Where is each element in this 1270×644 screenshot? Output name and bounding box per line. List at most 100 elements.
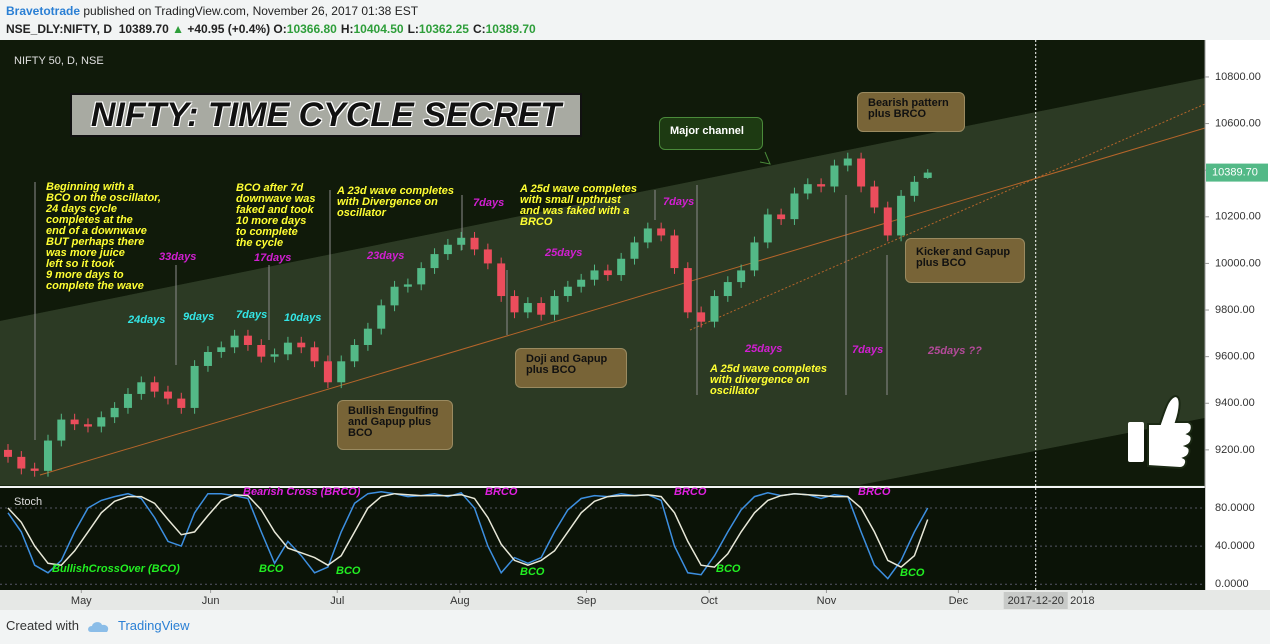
y-tick-label: 10600.00 <box>1215 117 1261 129</box>
ohlc: O:10366.80 H:10404.50 L:10362.25 C:10389.70 <box>273 22 539 36</box>
annotation: 7days <box>663 196 695 208</box>
annotation: 33days <box>159 251 197 263</box>
annotation: 7days <box>473 197 505 209</box>
candle-body <box>323 361 332 383</box>
candle-body <box>497 263 506 297</box>
published: published on TradingView.com, November 2… <box>83 4 419 18</box>
candle-body <box>577 279 586 287</box>
y-tick-label: 9600.00 <box>1215 351 1255 363</box>
header-line: Bravetotrade published on TradingView.co… <box>6 2 540 20</box>
up-arrow: ▲ <box>172 22 184 36</box>
x-tick-label: Dec <box>949 595 969 607</box>
candle-body <box>910 181 919 196</box>
y-tick-label: 10000.00 <box>1215 257 1261 269</box>
y-tick-label: 9200.00 <box>1215 444 1255 456</box>
candle-body <box>110 407 119 418</box>
ohlc-value: 10366.80 <box>286 22 337 36</box>
annotation: 23days <box>367 250 405 262</box>
candle-body <box>630 242 639 259</box>
candle-body <box>457 237 466 245</box>
ohlc-label: O: <box>273 22 287 36</box>
x-tick-label: Jun <box>202 595 220 607</box>
candle-body <box>830 165 839 187</box>
chart-title: NIFTY 50, D, NSE <box>14 55 104 67</box>
candle-body <box>83 424 92 427</box>
osc-annotation: BCO <box>716 563 741 575</box>
annotation: Beginning with a BCO on the oscillator, … <box>46 181 161 292</box>
candle-body <box>257 344 266 357</box>
candle-body <box>510 296 519 313</box>
price: 10389.70 <box>118 22 169 36</box>
footer-text: Created with <box>6 618 79 633</box>
candle-body <box>403 284 412 287</box>
candle-body <box>923 172 932 178</box>
logo <box>87 621 108 632</box>
x-tick-label: Sep <box>577 595 597 607</box>
annotation: BCO after 7d downwave was faked and took… <box>236 182 316 249</box>
chart: NIFTY 50, D, NSE 9200.00 9400.00 9600.00 980… <box>0 40 1270 610</box>
x-tick-label: Jul <box>330 595 344 607</box>
brand[interactable]: TradingView <box>118 618 190 633</box>
candle-body <box>737 270 746 283</box>
ohlc-value: 10362.25 <box>418 22 469 36</box>
candle-body <box>217 347 226 352</box>
candle-body <box>230 335 239 348</box>
candle-body <box>363 328 372 345</box>
crosshair-label: 2017-12-20 <box>1008 595 1064 607</box>
annotation: Major channel <box>659 117 763 150</box>
annotation: 10days <box>284 312 322 324</box>
candle-body <box>337 361 346 383</box>
candle-body <box>283 342 292 355</box>
annotation: 7days <box>236 309 268 321</box>
crosshair-label-bg <box>1003 592 1068 609</box>
author[interactable]: Bravetotrade <box>6 4 81 18</box>
candle-body <box>590 270 599 280</box>
candle-body <box>43 440 52 471</box>
candle-body <box>657 228 666 236</box>
annotation: 24days <box>128 314 166 326</box>
thumbs-up-icon <box>1128 394 1193 470</box>
channel-outside <box>860 418 1205 485</box>
symbol: NSE_DLY:NIFTY, D <box>6 22 113 36</box>
osc-annotation: BCO <box>900 567 925 579</box>
ohlc-value: 10389.70 <box>485 22 536 36</box>
candle-body <box>417 268 426 285</box>
candle-body <box>163 391 172 399</box>
change: +40.95 (+0.4%) <box>187 22 271 36</box>
candle-body <box>430 254 439 269</box>
price-axis-bg <box>1205 40 1270 590</box>
x-tick-label: Aug <box>450 595 470 607</box>
annotation: 25days <box>745 343 783 355</box>
candle-body <box>297 342 306 348</box>
annotation: Bearish pattern plus BRCO <box>857 92 965 132</box>
time-axis-bg <box>0 590 1270 610</box>
candle-body <box>137 382 146 394</box>
osc-line <box>7 492 929 568</box>
x-tick-label: Oct <box>701 595 718 607</box>
osc-tick-label: 0.0000 <box>1215 578 1249 590</box>
candle-body <box>123 393 132 408</box>
x-tick-label: Nov <box>817 595 837 607</box>
y-tick-label: 10800.00 <box>1215 71 1261 83</box>
osc-annotation: BullishCrossOver (BCO) <box>52 563 180 575</box>
osc-title: Stoch <box>14 496 42 508</box>
candle-body <box>790 193 799 220</box>
trend-line <box>39 127 1206 476</box>
header: Bravetotrade published on TradingView.co… <box>6 2 540 38</box>
candle-body <box>177 398 186 408</box>
ohlc-value: 10404.50 <box>353 22 404 36</box>
y-tick-label: 10200.00 <box>1215 211 1261 223</box>
candle-body <box>857 158 866 187</box>
candle-body <box>270 354 279 357</box>
annotation: 25days ?? <box>928 345 982 357</box>
ohlc-label: C: <box>472 22 486 36</box>
candle-body <box>603 270 612 276</box>
candle-body <box>310 347 319 362</box>
osc-annotation: BRCO <box>485 486 518 498</box>
candle-body <box>17 456 26 469</box>
annotation: A 25d wave completes with divergence on … <box>710 363 827 397</box>
osc-tick-label: 40.0000 <box>1215 540 1255 552</box>
header-line: NSE_DLY:NIFTY, D 10389.70 ▲ +40.95 (+0.4… <box>6 20 540 38</box>
oscillator-bg <box>0 488 1205 590</box>
osc-tick-label: 80.0000 <box>1215 502 1255 514</box>
